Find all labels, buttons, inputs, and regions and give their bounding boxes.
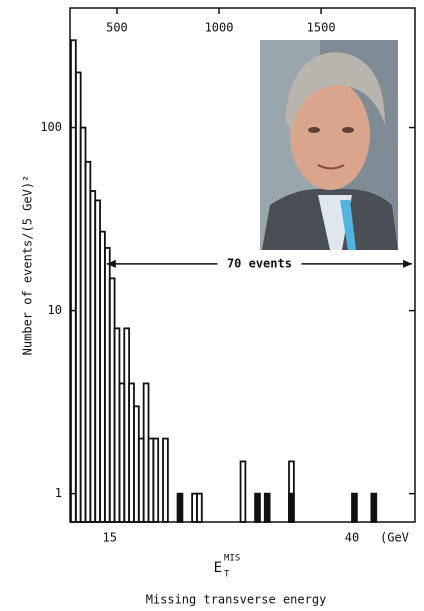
x-tick-label: 40 xyxy=(345,531,359,545)
arrow-head xyxy=(106,259,116,268)
annotation-bg xyxy=(217,255,302,272)
x-axis-label-sup: MIS xyxy=(224,554,240,564)
arrow-head xyxy=(403,259,413,268)
x-tick-label: 15 xyxy=(103,531,117,545)
y-tick-label: 1 xyxy=(55,486,62,500)
histogram-bar xyxy=(370,492,378,523)
x-axis-caption: Missing transverse energy xyxy=(146,593,327,607)
histogram-bar xyxy=(263,492,271,523)
histogram-bar xyxy=(351,492,358,523)
histogram-bar xyxy=(254,492,261,523)
x-axis-label-sub: T xyxy=(224,570,230,580)
histogram-bar xyxy=(162,437,169,523)
histogram-bar xyxy=(152,437,160,523)
photo xyxy=(260,40,398,250)
annotation: 70 events xyxy=(227,256,292,270)
x2-tick-label: 500 xyxy=(106,21,128,35)
y-tick-label: 10 xyxy=(48,303,62,317)
x2-tick-label: 1500 xyxy=(307,21,336,35)
histogram-bar xyxy=(288,492,295,523)
x2-tick-label: 1000 xyxy=(205,21,234,35)
x-axis-label: E xyxy=(214,560,222,576)
y-tick-label: 100 xyxy=(40,120,62,134)
histogram-bar xyxy=(239,460,247,523)
histogram-bar xyxy=(176,492,184,523)
y-axis-label: Number of events/(5 GeV)² xyxy=(21,175,35,356)
histogram-bar xyxy=(196,492,203,523)
x-axis-unit: (GeV xyxy=(380,531,409,545)
